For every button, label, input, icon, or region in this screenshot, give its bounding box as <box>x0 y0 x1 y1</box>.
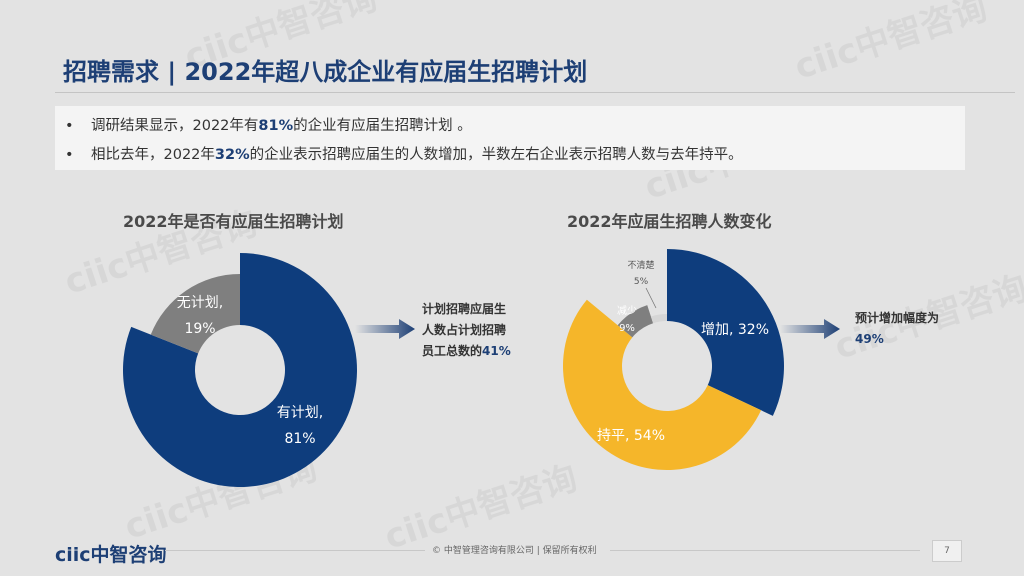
arrow-icon <box>355 319 415 339</box>
svg-text:19%: 19% <box>184 321 215 337</box>
svg-text:不清楚: 不清楚 <box>627 259 654 271</box>
chart-title-change: 2022年应届生招聘人数变化 <box>567 212 772 231</box>
slice-label-increase: 增加, 32% <box>701 322 769 338</box>
company-logo: ciic中智咨询 <box>55 544 167 566</box>
note-plan-ratio: 计划招聘应届生 人数占计划招聘 员工总数的41% <box>422 302 511 358</box>
svg-text:减少: 减少 <box>617 305 637 317</box>
arrow-icon <box>780 319 840 339</box>
chart-title-plan: 2022年是否有应届生招聘计划 <box>123 212 344 231</box>
summary-bullet-1: • 调研结果显示，2022年有81%的企业有应届生招聘计划 。 <box>65 118 472 134</box>
slice-label-unclear: 不清楚 5% <box>627 259 654 287</box>
slice-unclear <box>650 314 667 324</box>
title-bar: 招聘需求 | 2022年超八成企业有应届生招聘计划 <box>55 52 1015 93</box>
slice-flat <box>563 299 762 470</box>
svg-text:持平, 54%: 持平, 54% <box>597 428 665 444</box>
highlight-49: 49% <box>855 332 884 346</box>
note-increase-rate: 预计增加幅度为 49% <box>855 308 939 350</box>
svg-text:无计划,: 无计划, <box>177 295 223 311</box>
slice-decrease <box>617 305 654 338</box>
slice-label-decrease: 减少 9% <box>617 305 637 334</box>
svg-text:增加, 32%: 增加, 32% <box>701 322 769 338</box>
donut-chart-plan: 有计划, 81% 无计划, 19% <box>123 253 357 487</box>
bullet-icon: • <box>65 118 74 134</box>
slice-label-unplanned: 无计划, 19% <box>177 295 223 337</box>
highlight-32: 32% <box>214 147 250 163</box>
highlight-81: 81% <box>258 118 294 134</box>
footer: ciic中智咨询 © 中智管理咨询有限公司 | 保留所有权利 7 <box>0 538 1024 568</box>
page-number: 7 <box>932 540 962 562</box>
slice-label-flat: 持平, 54% <box>597 428 665 444</box>
svg-text:5%: 5% <box>634 277 649 287</box>
bullet-icon: • <box>65 147 74 163</box>
copyright-text: © 中智管理咨询有限公司 | 保留所有权利 <box>432 546 597 556</box>
footer-divider <box>610 550 920 551</box>
svg-text:81%: 81% <box>284 431 315 447</box>
slice-label-planned: 有计划, 81% <box>277 405 323 447</box>
highlight-41: 41% <box>482 344 511 358</box>
footer-divider <box>165 550 425 551</box>
leader-line <box>645 287 657 309</box>
svg-text:9%: 9% <box>619 323 635 334</box>
page-title: 招聘需求 | 2022年超八成企业有应届生招聘计划 <box>63 58 588 86</box>
slice-increase <box>667 249 784 416</box>
donut-chart-change: 增加, 32% 持平, 54% 减少 9% 不清楚 5% <box>563 249 784 470</box>
summary-bullet-2: • 相比去年，2022年32%的企业表示招聘应届生的人数增加，半数左右企业表示招聘… <box>65 147 743 163</box>
summary-box: • 调研结果显示，2022年有81%的企业有应届生招聘计划 。 • 相比去年，202… <box>55 106 965 170</box>
slice-planned <box>123 253 357 487</box>
slice-unplanned <box>150 274 240 354</box>
svg-text:有计划,: 有计划, <box>277 405 323 421</box>
